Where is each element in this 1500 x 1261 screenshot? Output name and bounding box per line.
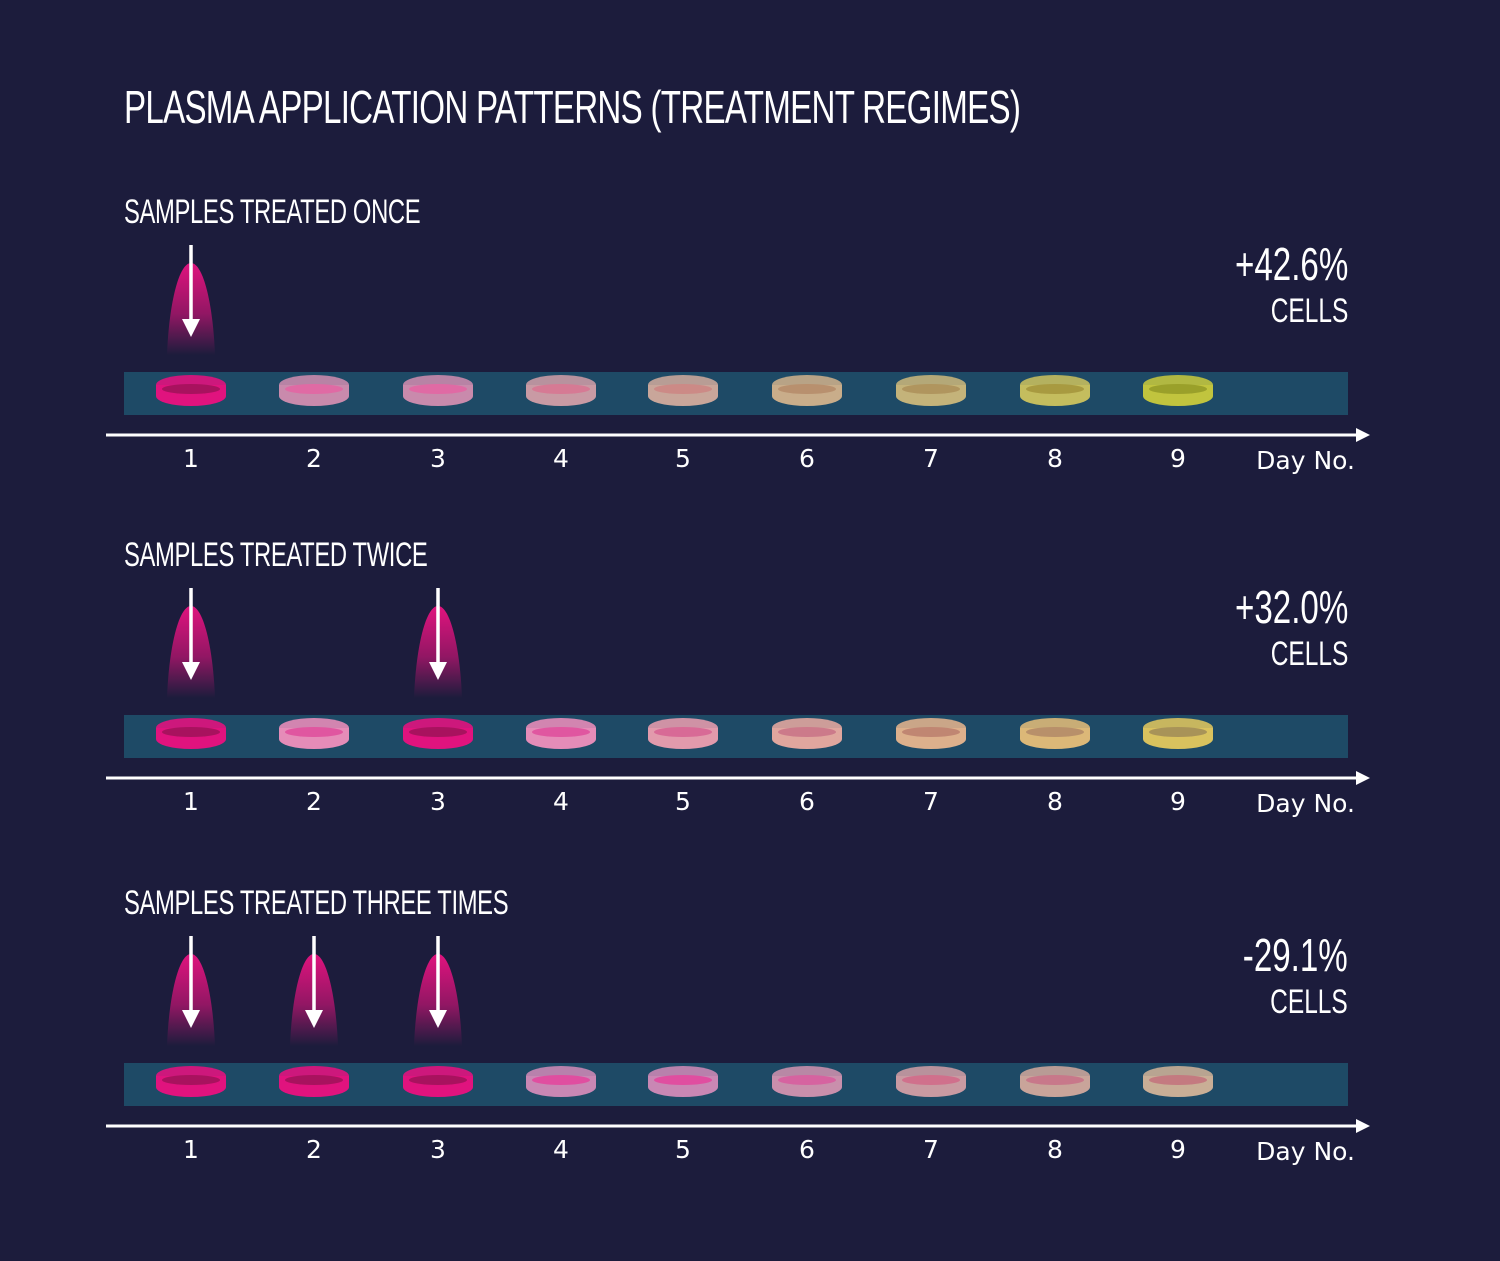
result-percent: +42.6%	[1234, 238, 1348, 290]
section-treated-once: SAMPLES TREATED ONCE +42.6% CELLS 1 2 3 4 5 6…	[0, 193, 1500, 533]
petri-dish	[772, 375, 842, 406]
day-label: 3	[430, 444, 446, 473]
arrow-head-icon	[182, 662, 200, 680]
timeline: 1 2 3 4 5 6 7 8 9 Day No.	[106, 588, 1370, 818]
arrow-head-icon	[429, 1010, 447, 1028]
petri-dish	[279, 718, 349, 749]
petri-dish	[526, 1066, 596, 1097]
axis-label: Day No.	[1256, 446, 1355, 475]
day-label: 5	[675, 1135, 691, 1164]
result-unit: CELLS	[1270, 635, 1348, 673]
timeline: 1 2 3 4 5 6 7 8 9 Day No.	[106, 245, 1370, 475]
section-label: SAMPLES TREATED TWICE	[124, 536, 428, 574]
day-label: 4	[553, 787, 569, 816]
section-treated-three-times: SAMPLES TREATED THREE TIMES -29.1% CELLS…	[0, 884, 1500, 1224]
day-label: 4	[553, 444, 569, 473]
result-box: +32.0% CELLS	[1191, 582, 1348, 676]
result-percent: +32.0%	[1234, 581, 1348, 633]
axis-label: Day No.	[1256, 789, 1355, 818]
petri-dish	[1143, 375, 1213, 406]
petri-dish	[896, 1066, 966, 1097]
petri-dish	[1143, 718, 1213, 749]
petri-dish	[772, 718, 842, 749]
day-label: 2	[306, 1135, 322, 1164]
day-label: 9	[1170, 787, 1186, 816]
arrow-head-icon	[305, 1010, 323, 1028]
day-label: 4	[553, 1135, 569, 1164]
day-label: 8	[1047, 1135, 1063, 1164]
result-box: +42.6% CELLS	[1191, 239, 1348, 333]
axis-label: Day No.	[1256, 1137, 1355, 1166]
petri-dish	[1020, 1066, 1090, 1097]
day-label: 3	[430, 787, 446, 816]
petri-dish	[403, 718, 473, 749]
day-label: 7	[923, 787, 939, 816]
arrow-head-icon	[429, 662, 447, 680]
axis-arrow-icon	[1356, 1119, 1370, 1133]
petri-dish	[279, 1066, 349, 1097]
section-label: SAMPLES TREATED ONCE	[124, 193, 421, 231]
day-label: 6	[799, 1135, 815, 1164]
petri-dish	[156, 718, 226, 749]
petri-dish	[772, 1066, 842, 1097]
section-treated-twice: SAMPLES TREATED TWICE +32.0% CELLS 1 2 3 4 5…	[0, 536, 1500, 876]
petri-dish	[279, 375, 349, 406]
petri-dish	[896, 375, 966, 406]
petri-dish	[403, 1066, 473, 1097]
petri-dish	[156, 1066, 226, 1097]
petri-dish	[648, 375, 718, 406]
day-label: 1	[183, 787, 199, 816]
petri-dish	[1143, 1066, 1213, 1097]
day-label: 1	[183, 444, 199, 473]
day-label: 9	[1170, 1135, 1186, 1164]
petri-dish	[526, 375, 596, 406]
day-label: 2	[306, 787, 322, 816]
day-label: 8	[1047, 444, 1063, 473]
day-label: 8	[1047, 787, 1063, 816]
day-label: 6	[799, 787, 815, 816]
section-label: SAMPLES TREATED THREE TIMES	[124, 884, 509, 922]
petri-dish	[648, 718, 718, 749]
petri-dish	[896, 718, 966, 749]
timeline: 1 2 3 4 5 6 7 8 9 Day No.	[106, 936, 1370, 1166]
petri-dish	[403, 375, 473, 406]
day-label: 1	[183, 1135, 199, 1164]
arrow-head-icon	[182, 1010, 200, 1028]
result-percent: -29.1%	[1243, 929, 1348, 981]
day-label: 3	[430, 1135, 446, 1164]
day-label: 6	[799, 444, 815, 473]
petri-dish	[648, 1066, 718, 1097]
petri-dish	[156, 375, 226, 406]
petri-dish	[526, 718, 596, 749]
petri-dish	[1020, 718, 1090, 749]
day-label: 5	[675, 444, 691, 473]
day-label: 2	[306, 444, 322, 473]
result-unit: CELLS	[1270, 292, 1348, 330]
arrow-head-icon	[182, 319, 200, 337]
result-box: -29.1% CELLS	[1202, 930, 1348, 1024]
day-label: 7	[923, 1135, 939, 1164]
axis-arrow-icon	[1356, 428, 1370, 442]
day-label: 5	[675, 787, 691, 816]
petri-dish	[1020, 375, 1090, 406]
day-label: 9	[1170, 444, 1186, 473]
axis-arrow-icon	[1356, 771, 1370, 785]
page-title: PLASMA APPLICATION PATTERNS (TREATMENT R…	[124, 81, 1021, 133]
result-unit: CELLS	[1270, 983, 1348, 1021]
day-label: 7	[923, 444, 939, 473]
